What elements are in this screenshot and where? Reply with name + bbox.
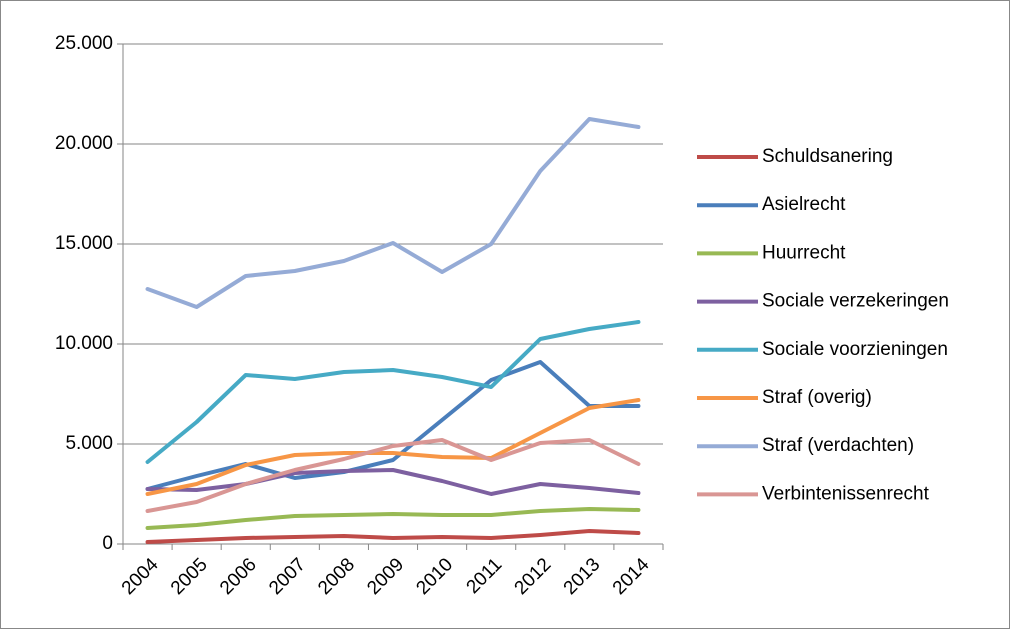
legend-label: Straf (overig) bbox=[762, 387, 872, 408]
line-series bbox=[145, 507, 641, 530]
legend-label: Asielrecht bbox=[762, 194, 846, 215]
line-series bbox=[145, 438, 641, 513]
legend-label: Straf (verdachten) bbox=[762, 435, 914, 456]
line-series bbox=[145, 529, 641, 544]
legend-label: Sociale verzekeringen bbox=[762, 291, 949, 312]
legend-label: Schuldsanering bbox=[762, 146, 893, 167]
y-tick-label: 10.000 bbox=[55, 333, 113, 354]
line-series bbox=[145, 398, 641, 496]
y-tick-label: 15.000 bbox=[55, 233, 113, 254]
y-tick-label: 25.000 bbox=[55, 33, 113, 54]
line-series bbox=[145, 468, 641, 496]
legend-label: Verbintenissenrecht bbox=[762, 483, 930, 504]
legend-label: Sociale voorzieningen bbox=[762, 339, 948, 360]
legend-label: Huurrecht bbox=[762, 242, 846, 263]
y-tick-label: 20.000 bbox=[55, 133, 113, 154]
line-series bbox=[145, 320, 641, 464]
line-series bbox=[145, 360, 641, 491]
y-tick-label: 5.000 bbox=[65, 433, 113, 454]
y-tick-label: 0 bbox=[102, 533, 113, 554]
line-series bbox=[145, 117, 641, 309]
